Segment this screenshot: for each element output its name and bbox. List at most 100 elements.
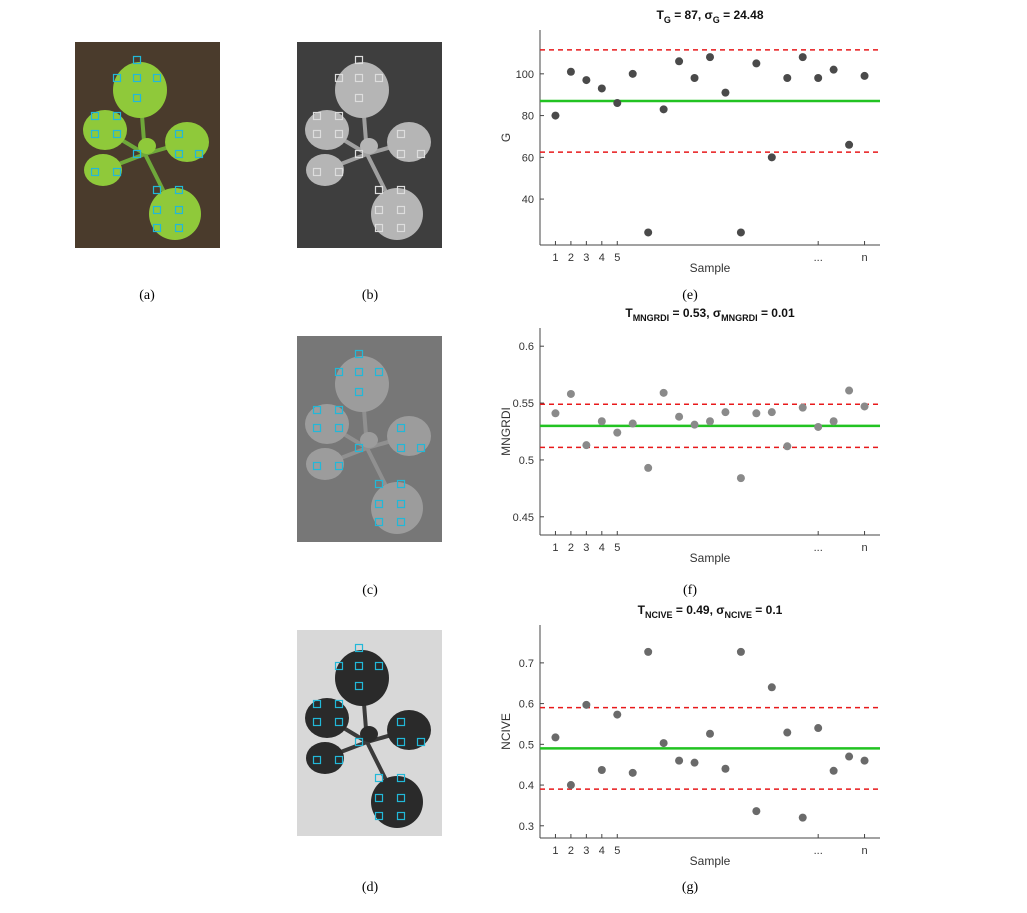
point [860,71,869,80]
title-part: T [657,8,665,22]
point [551,111,560,120]
title-part: = 24.48 [720,8,764,22]
x-tick-label: 3 [583,845,589,857]
title-part: = 0.01 [758,306,795,320]
sample-box [334,367,344,377]
point [752,59,761,68]
x-tick-label: 1 [552,542,558,554]
sample-box [132,93,142,103]
sample-box [374,223,384,233]
x-tick-label: n [861,252,867,264]
sample-box [396,223,406,233]
point [845,140,854,149]
y-tick-label: 80 [522,111,534,123]
leaf [360,726,378,742]
leaf [335,650,389,706]
sample-box [396,423,406,433]
point [860,756,869,765]
point [659,388,668,397]
point [829,417,838,426]
leaf [306,154,344,186]
sample-box [396,811,406,821]
leaf [306,448,344,480]
x-tick-label: 4 [599,252,605,264]
plant-images [75,42,442,836]
sample-box [396,717,406,727]
point [690,758,699,767]
sample-box [354,349,364,359]
y-tick-label: 0.6 [519,341,534,353]
sample-box [334,405,344,415]
sample-box [354,367,364,377]
sample-box [334,699,344,709]
point [767,153,776,162]
point [783,442,792,451]
sample-box [416,149,426,159]
x-tick-label: 2 [568,845,574,857]
point [566,781,575,790]
point [551,409,560,418]
sample-box [354,661,364,671]
point [690,420,699,429]
point [783,728,792,737]
title-part: G [713,15,720,25]
x-axis-label: Sample [690,261,731,275]
x-axis-label: Sample [690,551,731,565]
sample-box [312,167,322,177]
sample-box [112,111,122,121]
sample-box [132,55,142,65]
title-part: = 0.1 [752,603,783,617]
sample-box [334,111,344,121]
sample-box [396,773,406,783]
point [798,403,807,412]
sample-box [112,129,122,139]
caption: (g) [682,880,699,895]
point [582,700,591,709]
point [845,752,854,761]
sample-box [174,129,184,139]
sample-box [334,461,344,471]
sample-box [396,499,406,509]
point [582,441,591,450]
sample-box [396,479,406,489]
sample-box [312,423,322,433]
point [628,69,637,78]
sample-box [354,93,364,103]
x-tick-label: 2 [568,542,574,554]
caption: (a) [139,288,155,303]
caption: (d) [362,880,379,895]
point [551,733,560,742]
sample-box [396,149,406,159]
point [767,408,776,417]
sample-box [334,73,344,83]
title-part: G [664,15,671,25]
leaf [138,138,156,154]
x-tick-label: 2 [568,252,574,264]
sample-box [396,129,406,139]
x-tick-label: ... [814,542,823,554]
sample-box [354,643,364,653]
point [706,729,714,738]
point [814,724,823,733]
sample-box [312,717,322,727]
sample-box [374,661,384,671]
sample-box [396,205,406,215]
leaf [113,62,167,118]
sample-box [396,185,406,195]
point [721,88,730,97]
point [613,99,622,108]
sample-box [132,149,142,159]
sample-box [416,443,426,453]
chart-title: TMNGRDI = 0.53, σMNGRDI = 0.01 [625,306,795,323]
sample-box [354,73,364,83]
point [814,74,823,83]
leaf [306,742,344,774]
sample-box [152,185,162,195]
sample-box [396,443,406,453]
sample-box [354,149,364,159]
y-tick-label: 60 [522,152,534,164]
point [767,683,776,692]
y-tick-label: 0.6 [519,699,534,711]
title-part: = 87, σ [671,8,713,22]
